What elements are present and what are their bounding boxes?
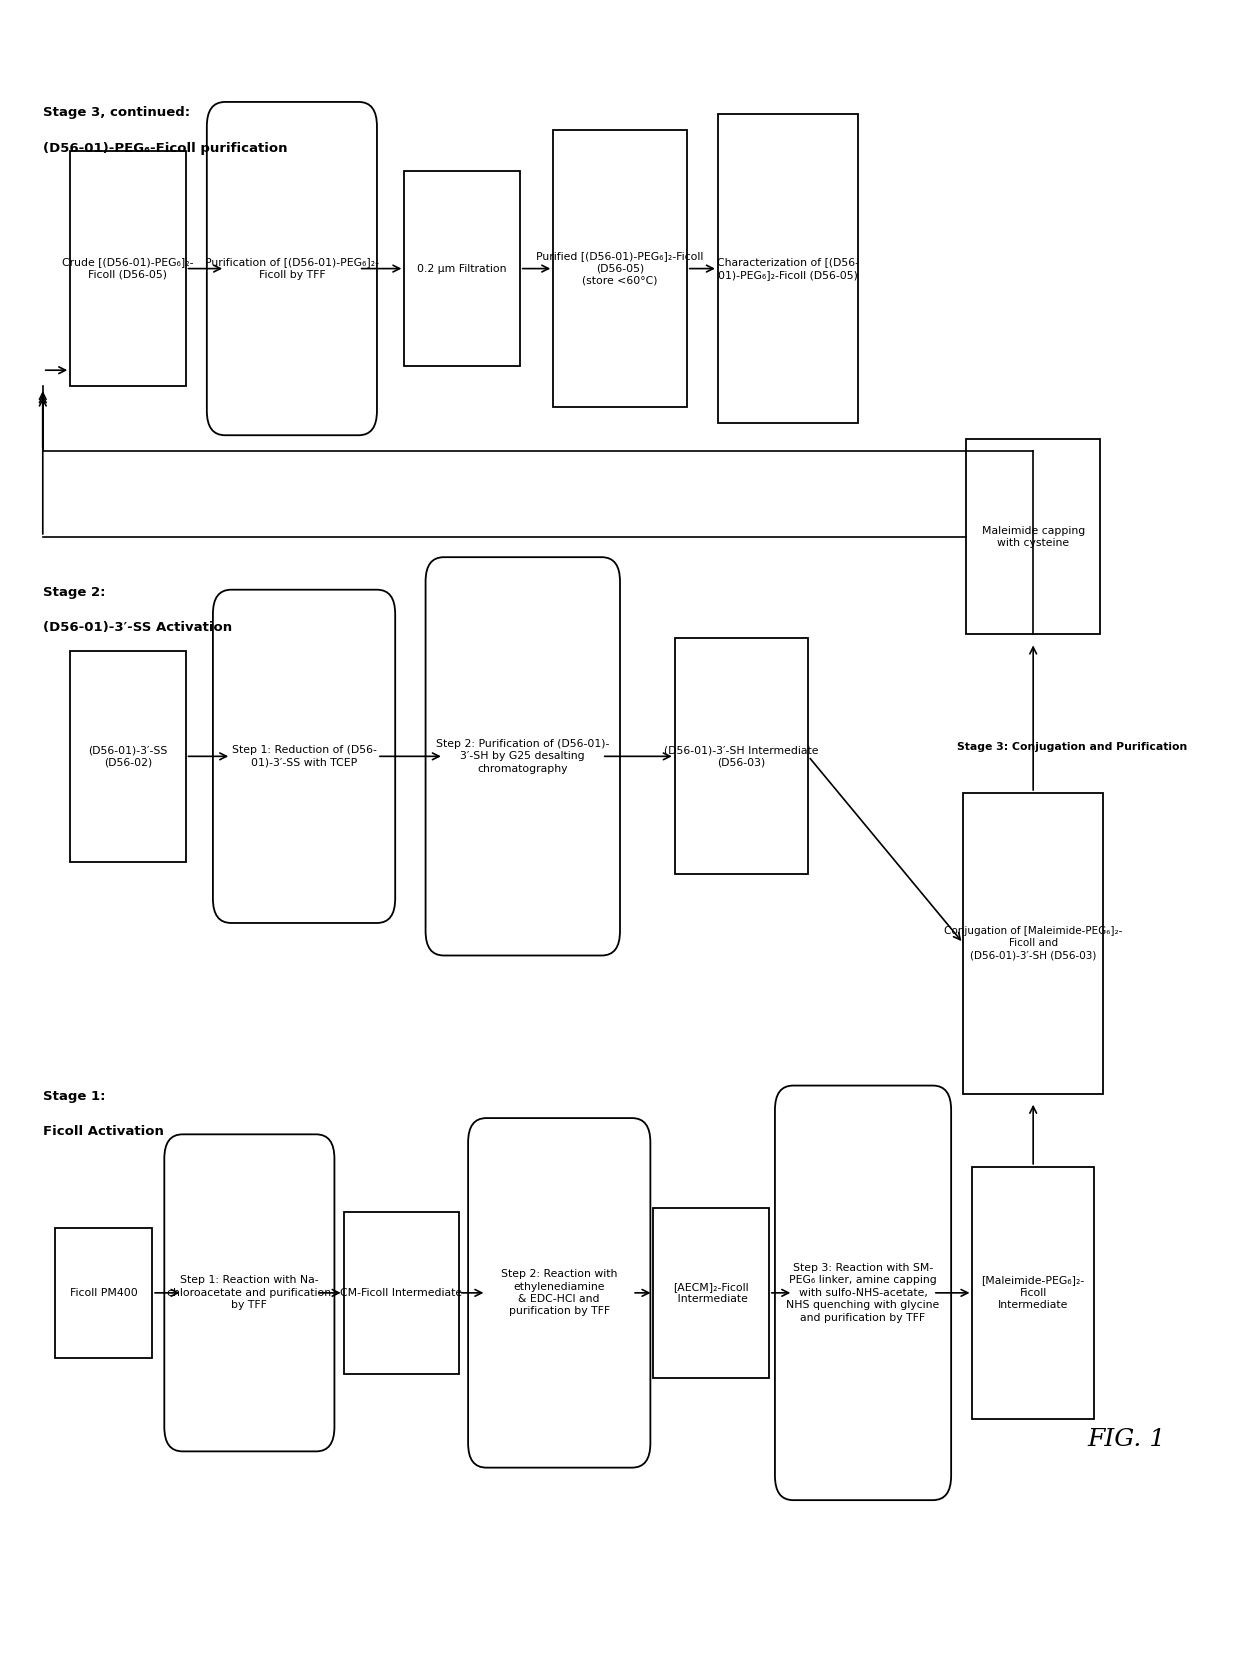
Text: 0.2 μm Filtration: 0.2 μm Filtration <box>418 264 507 274</box>
Text: (D56-01)-3′-SS Activation: (D56-01)-3′-SS Activation <box>42 622 232 634</box>
Text: Stage 2:: Stage 2: <box>42 586 105 599</box>
FancyBboxPatch shape <box>71 151 186 387</box>
Text: Ficoll PM400: Ficoll PM400 <box>69 1287 138 1297</box>
Text: Purification of [(D56-01)-PEG₆]₂-
Ficoll by TFF: Purification of [(D56-01)-PEG₆]₂- Ficoll… <box>205 257 379 280</box>
Text: CM-Ficoll Intermediate: CM-Ficoll Intermediate <box>340 1287 463 1297</box>
Text: Conjugation of [Maleimide-PEG₆]₂-
Ficoll and
(D56-01)-3′-SH (D56-03): Conjugation of [Maleimide-PEG₆]₂- Ficoll… <box>944 926 1122 961</box>
Text: Crude [(D56-01)-PEG₆]₂-
Ficoll (D56-05): Crude [(D56-01)-PEG₆]₂- Ficoll (D56-05) <box>62 257 193 280</box>
FancyBboxPatch shape <box>164 1135 335 1452</box>
FancyBboxPatch shape <box>972 1166 1094 1418</box>
Text: Step 3: Reaction with SM-
PEG₆ linker, amine capping
with sulfo-NHS-acetate,
NHS: Step 3: Reaction with SM- PEG₆ linker, a… <box>786 1262 940 1322</box>
Text: (D56-01)-3′-SH Intermediate
(D56-03): (D56-01)-3′-SH Intermediate (D56-03) <box>665 745 818 768</box>
Text: FIG. 1: FIG. 1 <box>1087 1428 1166 1450</box>
Text: (D56-01)-3′-SS
(D56-02): (D56-01)-3′-SS (D56-02) <box>88 745 167 768</box>
FancyBboxPatch shape <box>467 1118 650 1468</box>
FancyBboxPatch shape <box>653 1208 769 1379</box>
FancyBboxPatch shape <box>55 1228 153 1357</box>
Text: [Maleimide-PEG₆]₂-
Ficoll
Intermediate: [Maleimide-PEG₆]₂- Ficoll Intermediate <box>982 1276 1085 1311</box>
Text: Step 1: Reduction of (D56-
01)-3′-SS with TCEP: Step 1: Reduction of (D56- 01)-3′-SS wit… <box>232 745 377 768</box>
FancyBboxPatch shape <box>675 639 808 874</box>
Text: [AECM]₂-Ficoll
 Intermediate: [AECM]₂-Ficoll Intermediate <box>673 1282 749 1304</box>
Text: Stage 1:: Stage 1: <box>42 1090 105 1103</box>
Text: (D56-01)-PEG₆-Ficoll purification: (D56-01)-PEG₆-Ficoll purification <box>42 141 288 154</box>
FancyBboxPatch shape <box>213 589 396 922</box>
FancyBboxPatch shape <box>553 131 687 406</box>
Text: Purified [(D56-01)-PEG₆]₂-Ficoll
(D56-05)
(store <60°C): Purified [(D56-01)-PEG₆]₂-Ficoll (D56-05… <box>537 251 703 285</box>
FancyBboxPatch shape <box>425 557 620 956</box>
FancyBboxPatch shape <box>718 114 858 423</box>
FancyBboxPatch shape <box>963 793 1104 1093</box>
FancyBboxPatch shape <box>966 440 1100 634</box>
Text: Ficoll Activation: Ficoll Activation <box>42 1125 164 1138</box>
FancyBboxPatch shape <box>207 101 377 435</box>
Text: Step 1: Reaction with Na-
chloroacetate and purification
by TFF: Step 1: Reaction with Na- chloroacetate … <box>167 1276 331 1311</box>
Text: Step 2: Reaction with
ethylenediamine
& EDC-HCl and
purification by TFF: Step 2: Reaction with ethylenediamine & … <box>501 1269 618 1317</box>
Text: Stage 3, continued:: Stage 3, continued: <box>42 106 190 119</box>
FancyBboxPatch shape <box>343 1211 459 1374</box>
FancyBboxPatch shape <box>775 1085 951 1500</box>
FancyBboxPatch shape <box>404 171 520 367</box>
Text: Maleimide capping
with cysteine: Maleimide capping with cysteine <box>982 526 1085 547</box>
Text: Stage 3: Conjugation and Purification: Stage 3: Conjugation and Purification <box>957 742 1188 752</box>
Text: Characterization of [(D56-
01)-PEG₆]₂-Ficoll (D56-05): Characterization of [(D56- 01)-PEG₆]₂-Fi… <box>717 257 858 280</box>
Text: Step 2: Purification of (D56-01)-
3′-SH by G25 desalting
chromatography: Step 2: Purification of (D56-01)- 3′-SH … <box>436 738 610 773</box>
FancyBboxPatch shape <box>71 650 186 863</box>
